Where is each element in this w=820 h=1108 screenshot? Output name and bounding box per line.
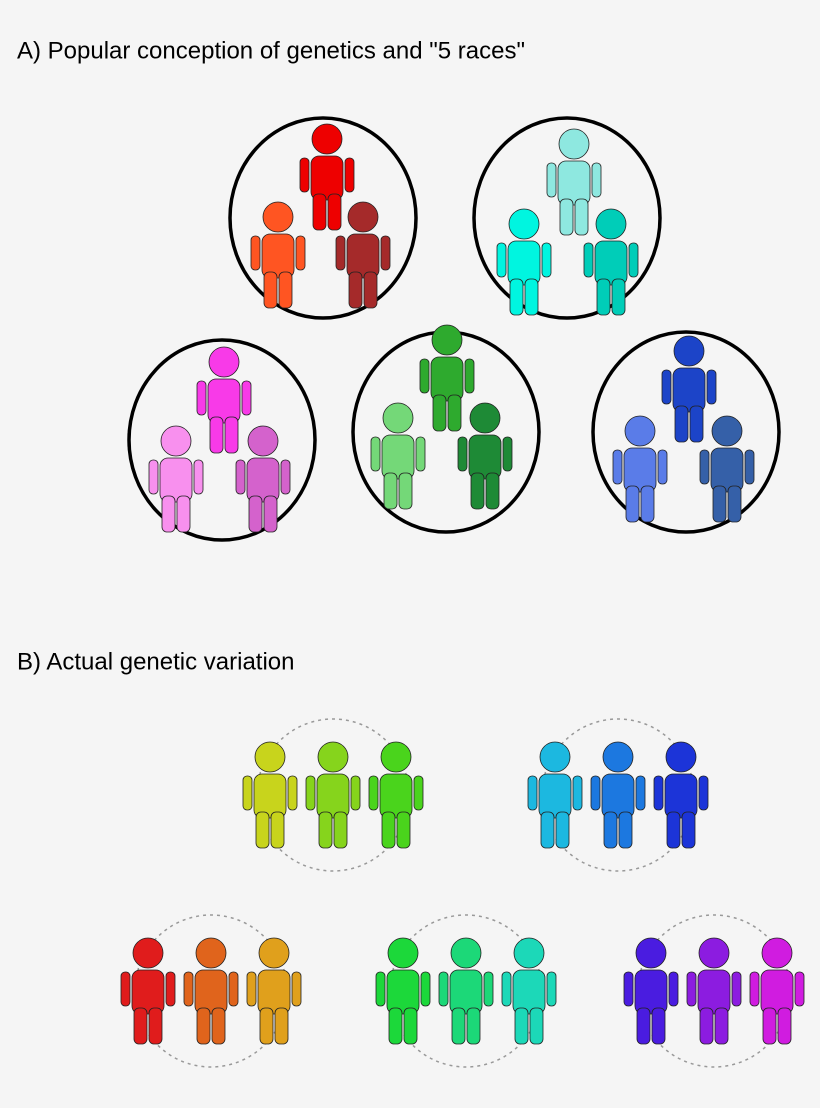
person-icon (305, 741, 361, 849)
heading-b: B) Actual genetic variation (17, 648, 295, 675)
person-icon (686, 937, 742, 1045)
person-icon (583, 208, 639, 316)
person-icon (457, 402, 513, 510)
person-icon (699, 415, 755, 523)
person-icon (496, 208, 552, 316)
person-icon (375, 937, 431, 1045)
person-icon (546, 128, 602, 236)
group-ellipse (127, 338, 317, 542)
group-ellipse (591, 330, 781, 534)
group-ellipse (472, 116, 662, 320)
person-icon (335, 201, 391, 309)
person-icon (246, 937, 302, 1045)
person-icon (527, 741, 583, 849)
person-icon (653, 741, 709, 849)
person-icon (370, 402, 426, 510)
person-icon (183, 937, 239, 1045)
person-icon (623, 937, 679, 1045)
person-icon (368, 741, 424, 849)
person-icon (299, 123, 355, 231)
person-icon (438, 937, 494, 1045)
person-icon (419, 324, 475, 432)
person-icon (661, 335, 717, 443)
heading-a: A) Popular conception of genetics and "5… (17, 37, 525, 64)
person-icon (590, 741, 646, 849)
person-icon (501, 937, 557, 1045)
figures (120, 116, 805, 1068)
person-icon (749, 937, 805, 1045)
group-ellipse (228, 116, 418, 320)
person-icon (148, 425, 204, 533)
person-icon (242, 741, 298, 849)
person-icon (196, 346, 252, 454)
person-icon (120, 937, 176, 1045)
